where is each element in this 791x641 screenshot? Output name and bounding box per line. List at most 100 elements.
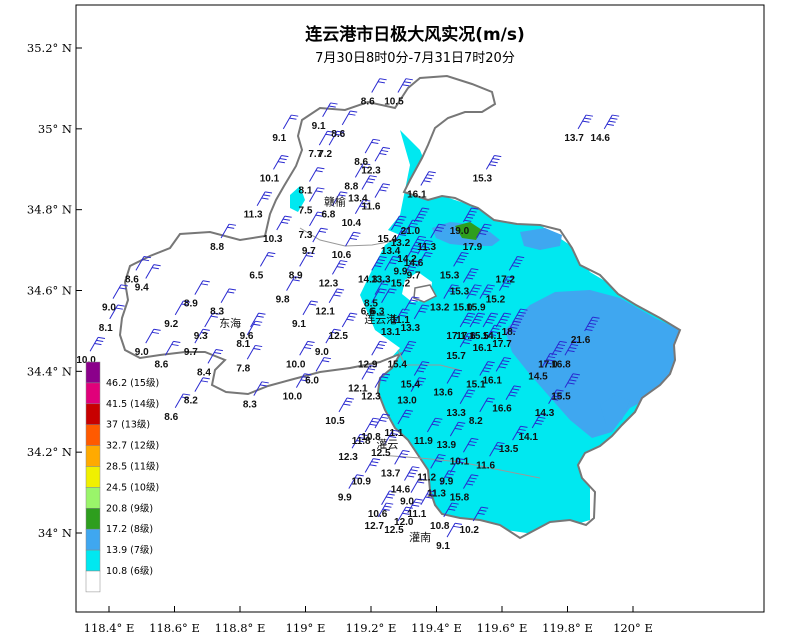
station-value: 12.5 (371, 448, 391, 459)
station-value: 13.5 (499, 444, 519, 455)
legend-swatch (85, 382, 101, 405)
lat-tick-label: 34.8° N (27, 203, 72, 217)
station-value: 8.9 (289, 270, 303, 281)
lat-tick-label: 35.2° N (27, 41, 72, 55)
station-value: 8.9 (184, 299, 198, 310)
station-value: 13.4 (381, 246, 401, 257)
station-value: 16.1 (482, 375, 502, 386)
station-value: 15.3 (450, 287, 470, 298)
wind-barb (341, 110, 358, 126)
station-value: 9.0 (135, 347, 149, 358)
wind-barb (89, 336, 106, 352)
station-value: 21.6 (571, 335, 591, 346)
station-value: 15.9 (466, 303, 486, 314)
station-value: 9.2 (164, 319, 178, 330)
wind-barb (551, 340, 567, 356)
wind-barb (282, 114, 299, 130)
station-value: 13.3 (401, 323, 421, 334)
station-value: 14.2 (397, 254, 417, 265)
station-value: 15.5 (551, 392, 571, 403)
station-value: 15.4 (401, 379, 421, 390)
station-value: 8.2 (184, 396, 198, 407)
station-value: 15.4 (387, 359, 407, 370)
station-value: 11.2 (417, 472, 436, 483)
wind-barb (459, 312, 476, 328)
wind-barb (397, 78, 413, 93)
wind-barb (531, 413, 548, 429)
station-value: 10.0 (283, 392, 303, 403)
wind-barb (462, 207, 479, 223)
wind-barb (220, 288, 237, 303)
wind-barb (315, 357, 332, 372)
wind-barb (485, 324, 502, 340)
wind-barb (459, 332, 476, 348)
station-value: 10.8 (430, 521, 450, 532)
station-value: 13.9 (437, 440, 457, 451)
legend-swatch (85, 445, 101, 467)
map-title: 连云港市日极大风实况(m/s) (305, 24, 525, 45)
station-value: 15.2 (391, 278, 411, 289)
lon-tick-label: 119.4° E (411, 621, 462, 635)
station-value: 11.1 (391, 315, 410, 326)
station-value: 6.0 (305, 375, 319, 386)
station-value: 15.2 (486, 295, 506, 306)
station-value: 10.1 (450, 456, 470, 467)
station-value: 11.3 (427, 489, 446, 500)
contour-7-small (600, 395, 630, 424)
wind-barb (469, 312, 485, 328)
wind-barb (453, 251, 469, 267)
station-value: 17.0 (538, 359, 558, 370)
station-value: 6.5 (249, 270, 263, 281)
district-boundary-2 (299, 227, 399, 247)
station-value: 9.0 (315, 347, 329, 358)
station-value: 17.9 (463, 242, 483, 253)
wind-barb (361, 365, 377, 380)
legend-swatch (85, 361, 101, 384)
station-value: 15.0 (453, 303, 473, 314)
wind-barb (220, 223, 237, 239)
wind-barb (348, 474, 364, 489)
wind-barb (364, 138, 381, 154)
wind-barb (164, 340, 181, 356)
wind-barb (374, 280, 390, 295)
legend-swatch (85, 424, 101, 446)
wind-barb (312, 227, 328, 243)
wind-barb (417, 239, 433, 255)
wind-barb (479, 397, 495, 413)
station-value: 13.1 (381, 327, 401, 338)
station-value: 8.2 (469, 416, 483, 427)
station-value: 13.7 (564, 133, 584, 144)
wind-barb (505, 385, 521, 400)
lat-tick-label: 34.6° N (27, 284, 72, 298)
wind-barb (404, 247, 420, 263)
wind-barb (299, 251, 315, 267)
city-label: 灌云 (376, 438, 398, 451)
wind-barb (112, 284, 128, 299)
station-value: 8.1 (236, 339, 250, 350)
wind-barbs (89, 78, 620, 538)
station-value: 13.3 (446, 408, 466, 419)
wind-barb (443, 502, 459, 518)
wind-barb (331, 260, 348, 275)
wind-barb (482, 312, 499, 328)
wind-barb (459, 389, 476, 404)
station-value: 12.3 (361, 165, 381, 176)
station-value: 15.3 (440, 270, 460, 281)
wind-barb (410, 478, 427, 493)
station-value: 7.7 (308, 149, 322, 160)
lat-tick-label: 34.2° N (27, 445, 72, 459)
wind-barb (204, 312, 220, 328)
wind-barb (384, 429, 400, 445)
station-value: 9.1 (436, 541, 450, 552)
station-value: 11.9 (414, 436, 433, 447)
station-values: 8.6 10.59.19.18.6 13.7 14.67.77.28.612.315.… (76, 97, 610, 553)
legend-label: 28.5 (11级) (106, 461, 159, 473)
island (413, 284, 438, 303)
wind-barb (145, 328, 161, 344)
wind-barb (381, 288, 397, 303)
wind-barb (174, 300, 191, 316)
legend-label: 17.2 (8级) (106, 523, 153, 535)
wind-barb (302, 300, 318, 316)
station-value: 12.0 (394, 517, 414, 528)
wind-barb (476, 223, 492, 239)
